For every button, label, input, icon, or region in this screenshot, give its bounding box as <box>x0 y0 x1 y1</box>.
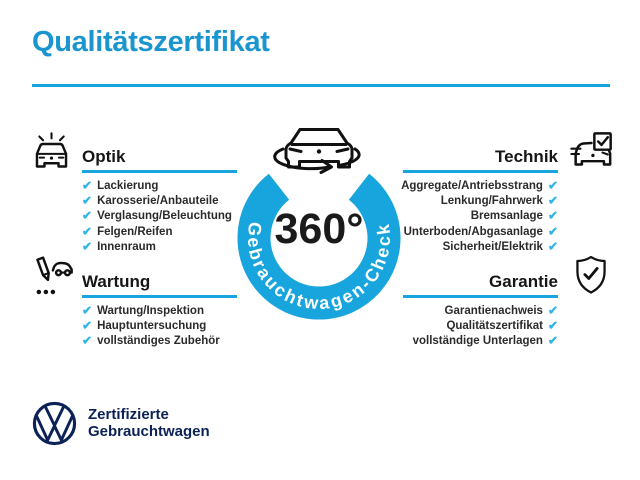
check-icon: ✔ <box>547 224 558 239</box>
section-title-optik: Optik <box>82 147 126 166</box>
brand-line-2: Gebrauchtwagen <box>88 423 210 440</box>
check-icon: ✔ <box>82 239 93 254</box>
checklist-item-label: Bremsanlage <box>470 210 543 223</box>
section-divider <box>403 295 558 298</box>
section-title-garantie: Garantie <box>489 272 558 291</box>
checklist-item: ✔ Hauptuntersuchung <box>82 319 322 334</box>
checklist-item: ✔ Verglasung/Beleuchtung <box>82 209 322 224</box>
checklist-item: Lenkung/Fahrwerk ✔ <box>318 194 558 209</box>
checklist-item-label: Felgen/Reifen <box>97 225 173 238</box>
check-icon: ✔ <box>547 239 558 254</box>
checklist-item-label: vollständige Unterlagen <box>412 335 543 348</box>
checklist-item-label: Unterboden/Abgasanlage <box>403 225 543 238</box>
brand-wordmark: Zertifizierte Gebrauchtwagen <box>88 406 210 440</box>
section-garantie: Garantie Garantienachweis ✔ Qualitätszert… <box>318 272 558 349</box>
checklist-item-label: Hauptuntersuchung <box>97 320 207 333</box>
checklist-item: ✔ Wartung/Inspektion <box>82 304 322 319</box>
car-rotation-icon <box>273 128 361 174</box>
checklist-item: Unterboden/Abgasanlage ✔ <box>318 224 558 239</box>
check-icon: ✔ <box>547 178 558 193</box>
check-icon: ✔ <box>82 224 93 239</box>
checklist-technik: Aggregate/Antriebsstrang ✔ Lenkung/Fahrwe… <box>318 179 558 255</box>
checklist-item-label: Sicherheit/Elektrik <box>442 240 543 253</box>
check-icon: ✔ <box>547 303 558 318</box>
checklist-item: ✔ Karosserie/Anbauteile <box>82 194 322 209</box>
page-title: Qualitätszertifikat <box>32 26 270 58</box>
checklist-item-label: Lenkung/Fahrwerk <box>440 195 543 208</box>
section-title-wartung: Wartung <box>82 272 151 291</box>
vw-logo <box>31 400 78 447</box>
checklist-item-label: Verglasung/Beleuchtung <box>97 210 232 223</box>
car-checkbox-icon <box>568 131 614 177</box>
section-divider <box>82 295 237 298</box>
check-icon: ✔ <box>82 178 93 193</box>
checklist-item-label: Qualitätszertifikat <box>446 320 543 333</box>
checklist-item: Sicherheit/Elektrik ✔ <box>318 239 558 254</box>
checklist-item-label: Aggregate/Antriebsstrang <box>401 180 543 193</box>
check-icon: ✔ <box>547 333 558 348</box>
checklist-item-label: Wartung/Inspektion <box>97 305 204 318</box>
check-icon: ✔ <box>547 208 558 223</box>
checklist-item: ✔ Innenraum <box>82 239 322 254</box>
check-icon: ✔ <box>82 208 93 223</box>
section-divider <box>82 170 237 173</box>
checklist-item-label: vollständiges Zubehör <box>97 335 220 348</box>
shield-check-icon <box>570 254 612 296</box>
check-icon: ✔ <box>547 318 558 333</box>
check-icon: ✔ <box>547 193 558 208</box>
checklist-item: Qualitätszertifikat ✔ <box>318 319 558 334</box>
checklist-wartung: ✔ Wartung/Inspektion ✔ Hauptuntersuchung ✔… <box>82 304 322 350</box>
checklist-item: vollständige Unterlagen ✔ <box>318 334 558 349</box>
header-divider <box>32 84 610 87</box>
section-technik: Technik Aggregate/Antriebsstrang ✔ Lenkun… <box>318 147 558 254</box>
check-icon: ✔ <box>82 193 93 208</box>
section-divider <box>403 170 558 173</box>
car-shine-icon <box>29 129 74 174</box>
check-icon: ✔ <box>82 318 93 333</box>
checklist-item-label: Karosserie/Anbauteile <box>97 195 219 208</box>
checklist-item-label: Lackierung <box>97 180 159 193</box>
360-check-badge: Gebrauchtwagen-Check 360° <box>219 108 419 338</box>
degrees-value: 360° <box>275 205 364 253</box>
checklist-item: Aggregate/Antriebsstrang ✔ <box>318 179 558 194</box>
section-wartung: Wartung ✔ Wartung/Inspektion ✔ Hauptunters… <box>82 272 322 349</box>
check-icon: ✔ <box>82 333 93 348</box>
checklist-item-label: Innenraum <box>97 240 156 253</box>
checklist-item: ✔ Felgen/Reifen <box>82 224 322 239</box>
checklist-item: Garantienachweis ✔ <box>318 303 559 319</box>
checklist-item-label: Garantienachweis <box>444 305 543 318</box>
section-optik: Optik ✔ Lackierung ✔ Karosserie/Anbauteile… <box>82 147 322 254</box>
pencil-checklist-icon <box>29 254 74 299</box>
ring-shape <box>237 173 401 320</box>
checklist-garantie: Garantienachweis ✔ Qualitätszertifikat ✔ v… <box>318 304 558 350</box>
section-title-technik: Technik <box>495 147 558 166</box>
checklist-optik: ✔ Lackierung ✔ Karosserie/Anbauteile ✔ Verg… <box>82 179 322 255</box>
checklist-item: ✔ Lackierung <box>82 179 322 194</box>
checklist-item: Bremsanlage ✔ <box>318 209 558 224</box>
check-icon: ✔ <box>82 303 93 318</box>
brand-line-1: Zertifizierte <box>88 406 169 423</box>
checklist-item: ✔ vollständiges Zubehör <box>82 334 322 349</box>
